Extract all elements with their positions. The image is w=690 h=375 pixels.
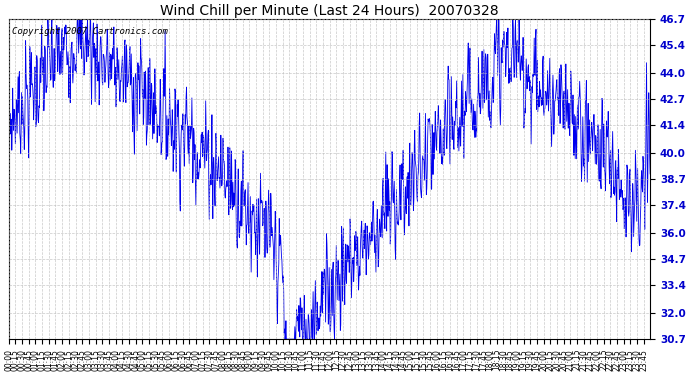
Title: Wind Chill per Minute (Last 24 Hours)  20070328: Wind Chill per Minute (Last 24 Hours) 20…	[160, 4, 499, 18]
Text: Copyright 2007 Cartronics.com: Copyright 2007 Cartronics.com	[12, 27, 168, 36]
